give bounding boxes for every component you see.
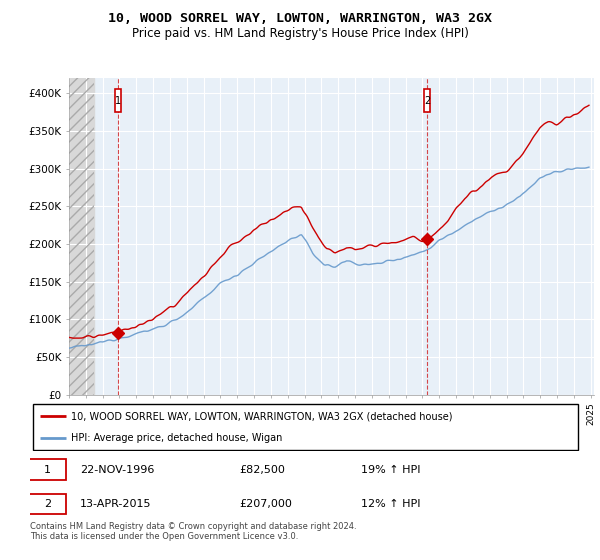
FancyBboxPatch shape bbox=[424, 90, 430, 111]
Text: 22-NOV-1996: 22-NOV-1996 bbox=[80, 465, 154, 475]
FancyBboxPatch shape bbox=[29, 459, 67, 480]
Bar bbox=[69, 78, 94, 395]
Text: HPI: Average price, detached house, Wigan: HPI: Average price, detached house, Wiga… bbox=[71, 433, 283, 443]
Text: Price paid vs. HM Land Registry's House Price Index (HPI): Price paid vs. HM Land Registry's House … bbox=[131, 27, 469, 40]
Text: 2: 2 bbox=[44, 499, 51, 509]
FancyBboxPatch shape bbox=[29, 493, 67, 514]
Text: 12% ↑ HPI: 12% ↑ HPI bbox=[361, 499, 421, 509]
Text: £82,500: £82,500 bbox=[240, 465, 286, 475]
Text: £207,000: £207,000 bbox=[240, 499, 293, 509]
Text: 1: 1 bbox=[44, 465, 51, 475]
Text: 10, WOOD SORREL WAY, LOWTON, WARRINGTON, WA3 2GX (detached house): 10, WOOD SORREL WAY, LOWTON, WARRINGTON,… bbox=[71, 411, 453, 421]
Text: 13-APR-2015: 13-APR-2015 bbox=[80, 499, 151, 509]
Text: 1: 1 bbox=[115, 96, 121, 105]
Text: 2: 2 bbox=[424, 96, 430, 105]
Bar bbox=[69, 78, 94, 395]
Text: 10, WOOD SORREL WAY, LOWTON, WARRINGTON, WA3 2GX: 10, WOOD SORREL WAY, LOWTON, WARRINGTON,… bbox=[108, 12, 492, 25]
FancyBboxPatch shape bbox=[33, 404, 578, 450]
Text: 19% ↑ HPI: 19% ↑ HPI bbox=[361, 465, 421, 475]
FancyBboxPatch shape bbox=[115, 90, 121, 111]
Text: Contains HM Land Registry data © Crown copyright and database right 2024.
This d: Contains HM Land Registry data © Crown c… bbox=[30, 522, 356, 542]
